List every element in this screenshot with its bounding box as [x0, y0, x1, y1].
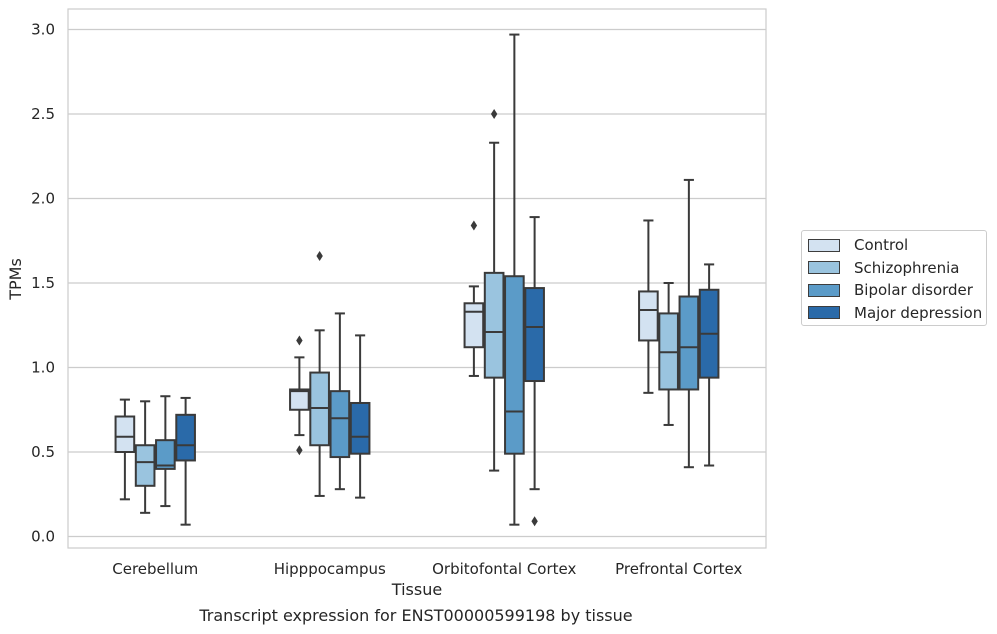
- legend-swatch: [808, 261, 840, 274]
- outlier-point: [531, 516, 538, 527]
- legend-label: Control: [854, 236, 909, 254]
- iqr-box: [134, 444, 156, 487]
- x-axis-label: Tissue: [391, 580, 442, 599]
- legend: Control Schizophrenia Bipolar disorder Majo…: [801, 230, 987, 326]
- box-control: [114, 398, 136, 501]
- iqr-box: [463, 302, 485, 349]
- iqr-box: [678, 295, 700, 391]
- x-tick-label: Orbitofontal Cortex: [432, 560, 576, 578]
- iqr-box: [329, 390, 351, 459]
- box-control: [638, 219, 659, 394]
- y-tick-label: 0.5: [31, 443, 55, 461]
- box-control: [289, 335, 310, 456]
- iqr-box: [289, 388, 310, 411]
- iqr-box: [114, 415, 136, 454]
- box-bipolar-disorder: [155, 395, 176, 508]
- y-axis-label: TPMs: [6, 258, 25, 301]
- box-schizophrenia: [658, 282, 679, 426]
- outlier-point: [490, 109, 498, 119]
- y-tick-label: 2.5: [31, 105, 55, 123]
- box-bipolar-disorder: [678, 178, 700, 469]
- y-tick-label: 1.5: [31, 274, 55, 292]
- box-schizophrenia: [309, 250, 330, 497]
- iqr-box: [175, 413, 196, 462]
- legend-swatch: [808, 238, 840, 252]
- iqr-box: [638, 290, 659, 342]
- outlier-point: [296, 445, 303, 456]
- x-tick-label: Prefrontal Cortex: [615, 560, 742, 578]
- y-tick-label: 3.0: [31, 21, 55, 39]
- legend-item: Schizophrenia: [808, 258, 959, 278]
- iqr-box: [483, 271, 505, 379]
- box-control: [463, 220, 485, 377]
- box-major-depression: [175, 396, 196, 526]
- outlier-point: [470, 220, 478, 231]
- box-major-depression: [349, 334, 371, 499]
- legend-item: Bipolar disorder: [808, 280, 973, 300]
- y-tick-label: 2.0: [31, 190, 55, 208]
- box-schizophrenia: [483, 109, 505, 472]
- y-tick-label: 0.0: [31, 528, 55, 546]
- y-tick-labels: 0.0 0.5 1.0 1.5 2.0 2.5 3.0: [31, 21, 55, 546]
- x-tick-labels: Cerebellum Hipppocampus Orbitofontal Corte…: [112, 560, 742, 578]
- y-tick-label: 1.0: [31, 359, 55, 377]
- box-groups: [114, 33, 720, 527]
- legend-label: Major depression: [854, 303, 983, 322]
- chart-caption: Transcript expression for ENST0000059919…: [199, 606, 633, 625]
- outlier-point: [296, 335, 303, 346]
- legend-label: Schizophrenia: [854, 258, 960, 277]
- iqr-box: [504, 275, 525, 455]
- iqr-box: [524, 287, 545, 383]
- plot-frame: [67, 8, 767, 549]
- box-major-depression: [524, 216, 545, 527]
- outlier-point: [316, 250, 323, 261]
- legend-swatch: [808, 283, 840, 297]
- box-schizophrenia: [134, 400, 156, 514]
- box-major-depression: [698, 263, 720, 467]
- box-bipolar-disorder: [504, 33, 525, 526]
- box-bipolar-disorder: [329, 312, 351, 491]
- iqr-box: [349, 401, 371, 455]
- iqr-box: [155, 439, 176, 470]
- legend-item: Major depression: [808, 303, 982, 323]
- legend-swatch: [808, 306, 840, 319]
- legend-label: Bipolar disorder: [854, 281, 973, 299]
- legend-item: Control: [808, 235, 908, 255]
- x-tick-label: Hipppocampus: [274, 560, 386, 578]
- x-tick-label: Cerebellum: [112, 560, 198, 578]
